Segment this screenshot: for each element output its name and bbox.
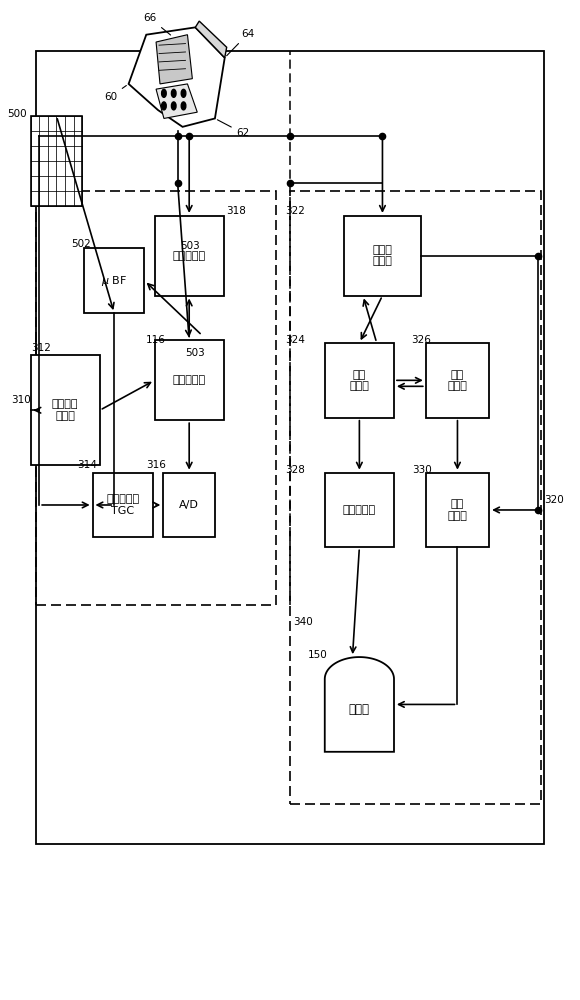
- Text: 503: 503: [180, 241, 200, 251]
- Text: 波束成形
控制器: 波束成形 控制器: [52, 399, 78, 421]
- Circle shape: [181, 89, 186, 97]
- Text: 328: 328: [285, 465, 304, 475]
- Text: 500: 500: [7, 109, 27, 119]
- FancyBboxPatch shape: [426, 473, 489, 547]
- Text: 66: 66: [143, 13, 171, 35]
- Polygon shape: [195, 21, 227, 58]
- FancyBboxPatch shape: [325, 473, 394, 547]
- Text: 波束成形器: 波束成形器: [173, 375, 206, 385]
- Text: $\mu$ BF: $\mu$ BF: [101, 274, 127, 288]
- Text: 前置放大器
TGC: 前置放大器 TGC: [106, 494, 139, 516]
- Text: 60: 60: [104, 86, 126, 102]
- Circle shape: [172, 102, 176, 110]
- Text: 310: 310: [11, 395, 31, 405]
- Polygon shape: [156, 84, 197, 118]
- Text: 扫描
转换器: 扫描 转换器: [349, 370, 369, 391]
- Circle shape: [181, 102, 186, 110]
- Text: 322: 322: [285, 206, 304, 216]
- Text: 324: 324: [285, 335, 304, 345]
- Text: 显示器: 显示器: [349, 703, 370, 716]
- Text: 图像处理器: 图像处理器: [173, 251, 206, 261]
- Text: 502: 502: [71, 239, 91, 249]
- FancyBboxPatch shape: [325, 343, 394, 418]
- Text: 体积显现器: 体积显现器: [343, 505, 376, 515]
- FancyBboxPatch shape: [31, 355, 100, 465]
- Text: 62: 62: [218, 120, 250, 138]
- Text: 64: 64: [227, 29, 255, 56]
- Text: 340: 340: [293, 617, 313, 627]
- Text: A/D: A/D: [179, 500, 199, 510]
- Text: 图像线
处理器: 图像线 处理器: [372, 245, 393, 266]
- Text: 116: 116: [146, 335, 166, 345]
- Text: 330: 330: [412, 465, 432, 475]
- FancyBboxPatch shape: [163, 473, 215, 537]
- Text: 316: 316: [146, 460, 166, 470]
- Polygon shape: [156, 35, 193, 84]
- Text: 320: 320: [544, 495, 564, 505]
- Text: 314: 314: [77, 460, 97, 470]
- FancyBboxPatch shape: [343, 216, 422, 296]
- Circle shape: [172, 89, 176, 97]
- FancyBboxPatch shape: [426, 343, 489, 418]
- FancyBboxPatch shape: [93, 473, 153, 537]
- FancyBboxPatch shape: [155, 216, 224, 296]
- Text: 150: 150: [308, 650, 328, 660]
- Polygon shape: [325, 657, 394, 752]
- Text: 图形
生成器: 图形 生成器: [448, 499, 467, 521]
- Circle shape: [162, 102, 166, 110]
- Polygon shape: [129, 27, 224, 127]
- FancyBboxPatch shape: [155, 340, 224, 420]
- Text: 326: 326: [412, 335, 432, 345]
- Circle shape: [162, 89, 166, 97]
- FancyBboxPatch shape: [31, 116, 82, 206]
- Text: 312: 312: [31, 343, 50, 353]
- Text: 电影
存储器: 电影 存储器: [448, 370, 467, 391]
- Text: 503: 503: [185, 348, 205, 358]
- Text: 318: 318: [226, 206, 246, 216]
- FancyBboxPatch shape: [84, 248, 144, 313]
